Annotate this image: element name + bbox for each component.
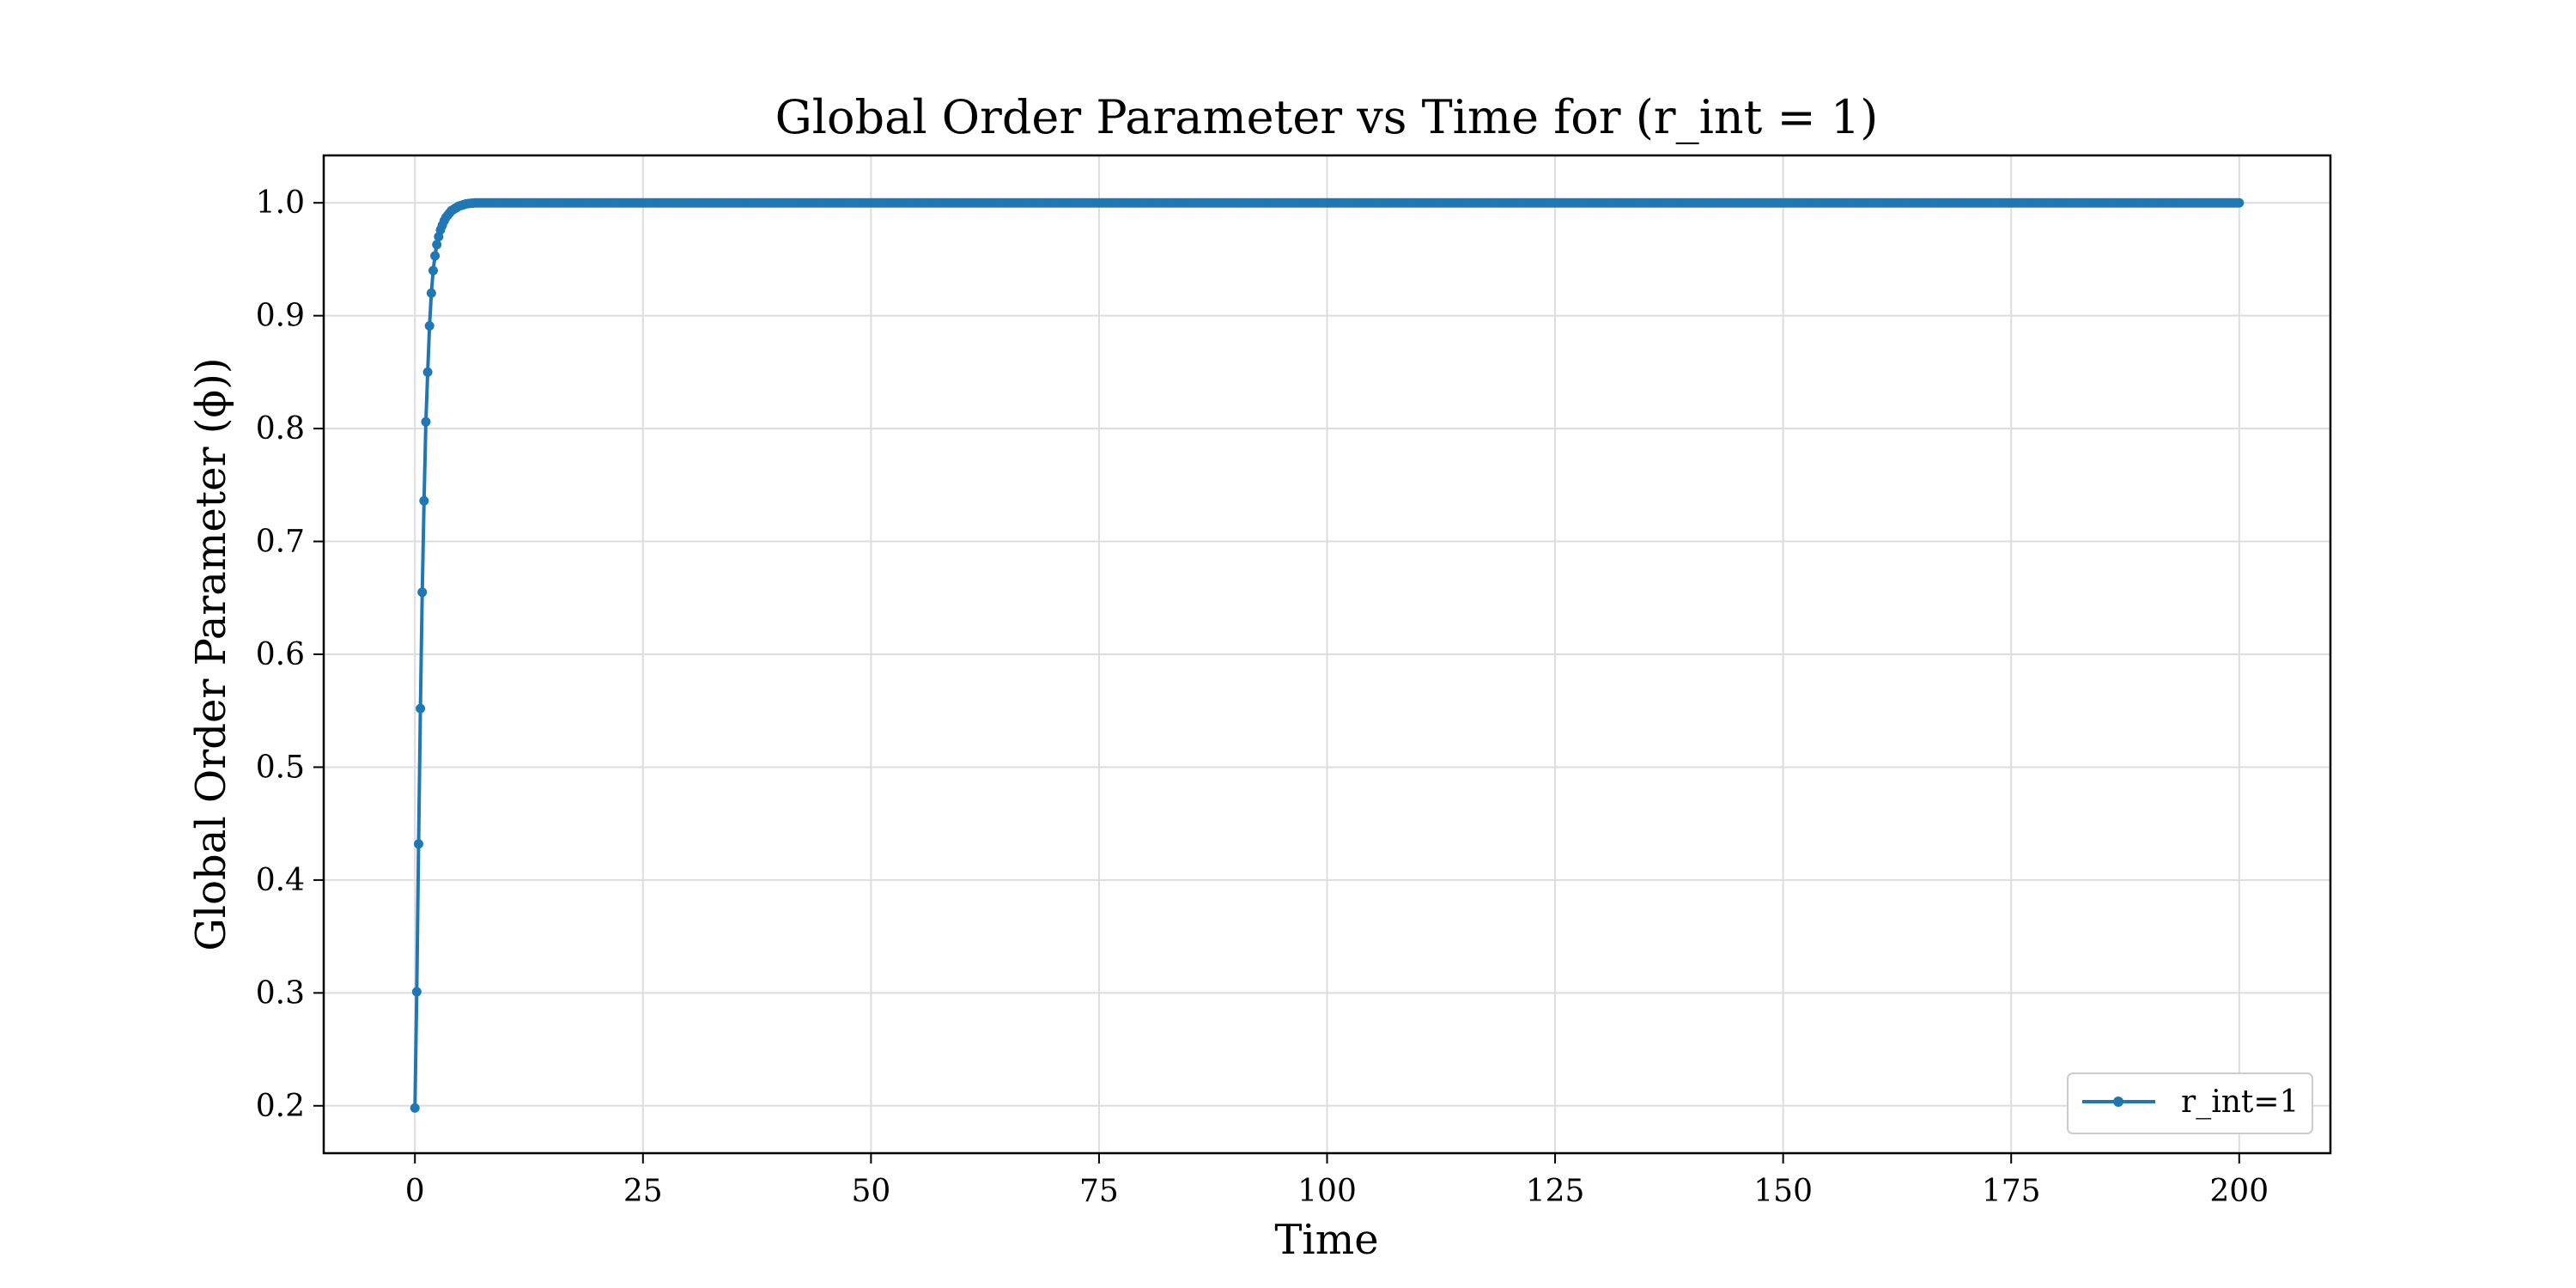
y-tick-label: 0.2 [256, 1089, 305, 1124]
y-tick-label: 0.8 [256, 411, 305, 447]
data-point [424, 320, 434, 331]
legend-box [2067, 1072, 2313, 1134]
y-tick-label: 0.4 [256, 863, 305, 898]
data-point [428, 265, 438, 276]
legend-label-r-int-1: r_int=1 [2181, 1084, 2299, 1120]
y-tick-label: 0.6 [256, 637, 305, 672]
y-tick-label: 0.7 [256, 525, 305, 560]
data-point [411, 987, 422, 997]
data-point [2234, 197, 2245, 208]
data-point [432, 240, 442, 250]
y-tick-label: 0.3 [256, 975, 305, 1011]
y-tick-label: 1.0 [256, 185, 305, 221]
y-tick-label: 0.5 [256, 750, 305, 785]
x-tick-label: 75 [1079, 1174, 1119, 1209]
x-tick-label: 150 [1753, 1174, 1813, 1209]
y-axis-label: Global Order Parameter (ϕ)) [187, 357, 235, 951]
data-point [419, 495, 429, 506]
x-tick-label: 200 [2209, 1174, 2269, 1209]
x-tick-label: 0 [405, 1174, 425, 1209]
data-point [421, 416, 431, 427]
legend: r_int=1 [2067, 1072, 2313, 1134]
data-point [410, 1103, 420, 1113]
legend-marker-swatch [2113, 1097, 2123, 1107]
chart-title: Global Order Parameter vs Time for (r_in… [775, 90, 1879, 144]
series-r-int-1 [410, 197, 2245, 1113]
data-point [426, 288, 436, 298]
x-tick-label: 50 [851, 1174, 890, 1209]
x-tick-label: 25 [623, 1174, 663, 1209]
data-point [416, 703, 426, 714]
x-tick-label: 125 [1526, 1174, 1585, 1209]
y-tick-label: 0.9 [256, 299, 305, 334]
data-point [430, 251, 440, 261]
data-point [417, 587, 428, 598]
grid-lines [324, 155, 2330, 1153]
x-tick-label: 100 [1297, 1174, 1357, 1209]
data-point [413, 839, 423, 849]
x-tick-label: 175 [1982, 1174, 2041, 1209]
axis-ticks: 0 25 50 75 100 125 150 175 200 0.2 0.3 0.4 0.5 0.6 0.7… [256, 185, 2269, 1209]
x-axis-label: Time [1274, 1216, 1378, 1264]
data-point [422, 367, 433, 377]
